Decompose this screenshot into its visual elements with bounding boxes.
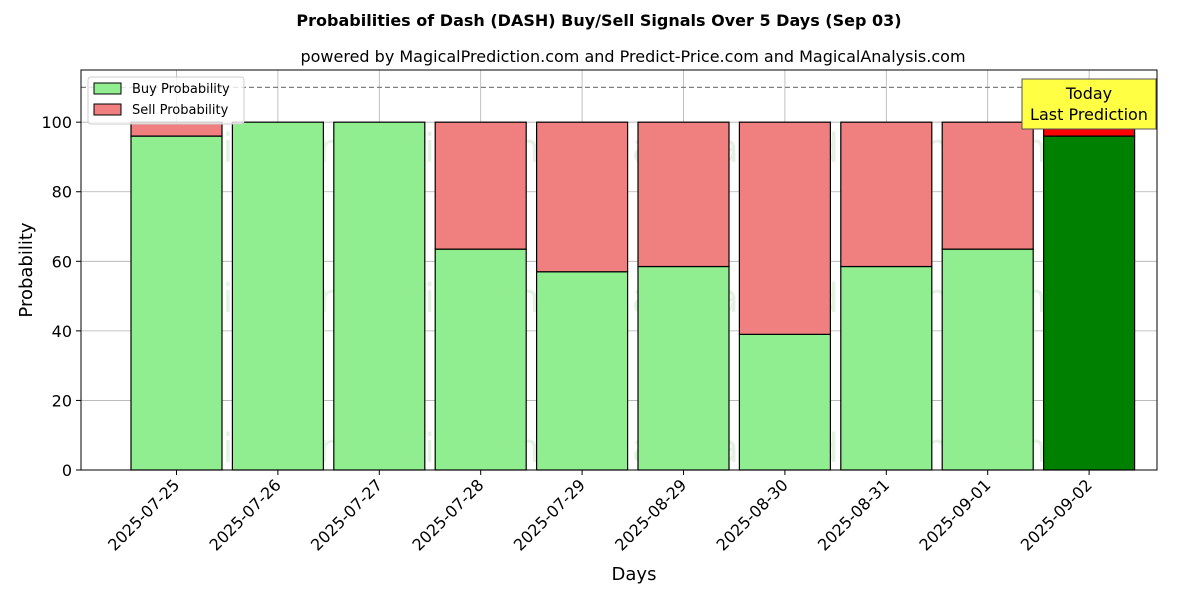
legend-label: Sell Probability [132, 103, 229, 118]
bar-buy [535, 271, 629, 471]
bar-buy [231, 121, 324, 471]
x-tick-label: 2025-08-30 [713, 475, 792, 554]
chart-subtitle: powered by MagicalPrediction.com and Pre… [300, 47, 965, 66]
bar-buy [840, 265, 933, 471]
today-annotation: Today Last Prediction [1021, 78, 1157, 130]
y-tick-label: 80 [52, 183, 72, 202]
legend-swatch [93, 82, 122, 95]
bar-sell [434, 121, 527, 250]
x-tick-label: 2025-07-26 [206, 475, 285, 554]
annotation-box [1021, 78, 1157, 130]
x-tick-label: 2025-08-29 [611, 475, 690, 554]
x-axis: 2025-07-25 2025-07-26 2025-07-27 2025-07-28… [104, 470, 1096, 555]
x-tick-label: 2025-08-31 [814, 475, 893, 554]
x-tick-label: 2025-07-29 [510, 475, 589, 554]
x-tick-label: 2025-07-28 [408, 475, 487, 554]
bar-sell [941, 121, 1034, 250]
y-tick-label: 0 [62, 461, 72, 480]
bar-buy [637, 265, 730, 471]
bar-sell [840, 121, 933, 268]
y-tick-label: 60 [52, 252, 72, 271]
x-tick-label: 2025-07-27 [307, 475, 386, 554]
bar-sell [637, 121, 730, 268]
x-tick-label: 2025-09-01 [915, 475, 994, 554]
bar-buy [434, 248, 527, 471]
annotation-text: Today [1065, 84, 1112, 103]
y-tick-label: 40 [52, 322, 72, 341]
bar-buy [738, 333, 832, 471]
x-tick-label: 2025-09-02 [1017, 475, 1096, 554]
x-axis-label: Days [612, 564, 657, 585]
plot-frame [80, 69, 1158, 471]
y-tick-label: 20 [52, 391, 72, 410]
legend-label: Buy Probability [132, 82, 230, 97]
bar-buy [130, 135, 223, 471]
bar-buy [333, 121, 426, 471]
bar-buy [1042, 135, 1136, 471]
bar-sell [535, 121, 629, 273]
y-axis-label: Probability [16, 222, 37, 317]
y-axis: 0 20 40 60 80 100 [41, 113, 81, 480]
annotation-text: Last Prediction [1030, 105, 1148, 124]
legend-swatch [93, 103, 122, 116]
bar-buy [941, 248, 1034, 471]
bar-sell [738, 121, 832, 335]
bars-layer [130, 121, 1136, 471]
y-tick-label: 100 [41, 113, 72, 132]
x-tick-label: 2025-07-25 [104, 475, 183, 554]
chart-title: Probabilities of Dash (DASH) Buy/Sell Si… [296, 11, 901, 30]
legend: Buy Probability Sell Probability [87, 76, 245, 125]
legend-box [87, 76, 245, 125]
